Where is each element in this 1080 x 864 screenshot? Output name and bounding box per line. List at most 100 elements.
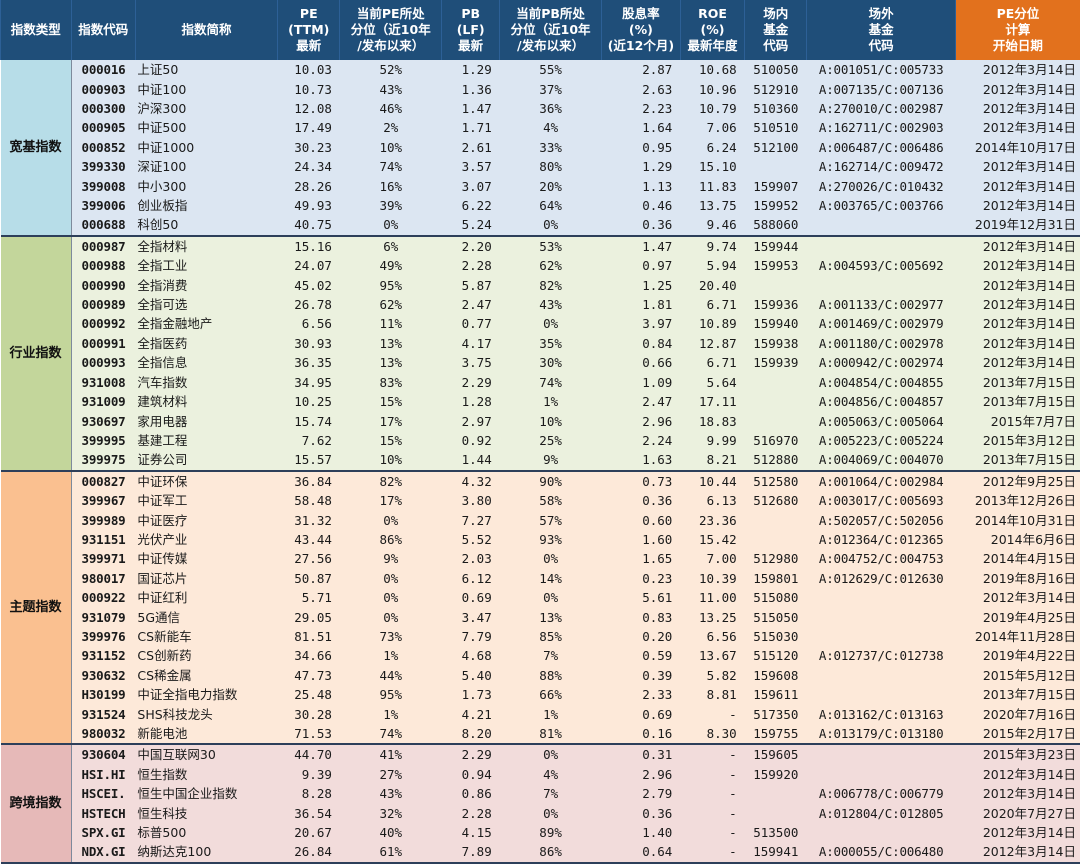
- pe-percentile-cell: 9%: [340, 549, 442, 568]
- pe-start-date-cell: 2013年7月15日: [955, 450, 1080, 470]
- header-index-type[interactable]: 指数类型: [1, 0, 72, 60]
- pe-start-date-cell: 2019年4月25日: [955, 607, 1080, 626]
- pe-start-date-cell: 2012年3月14日: [955, 236, 1080, 256]
- roe-cell: 10.44: [680, 471, 744, 491]
- pe-start-date-cell: 2012年3月14日: [955, 353, 1080, 372]
- pe-start-date-cell: 2014年10月31日: [955, 510, 1080, 529]
- pb-percentile-cell: 89%: [500, 823, 602, 842]
- pe-percentile-cell: 6%: [340, 236, 442, 256]
- pb-lf-cell: 4.32: [442, 471, 500, 491]
- dividend-yield-cell: 2.63: [601, 79, 680, 98]
- otc-fund-cell: A:013179/C:013180: [807, 724, 955, 744]
- index-code-cell: 000987: [71, 236, 135, 256]
- index-code-cell: 000016: [71, 60, 135, 79]
- onexchange-fund-cell: 510510: [745, 118, 807, 137]
- pb-lf-cell: 3.07: [442, 176, 500, 195]
- header-pb-percentile[interactable]: 当前PB所处 分位（近10年 /发布以来）: [500, 0, 602, 60]
- header-onexchange-fund-code[interactable]: 场内 基金 代码: [745, 0, 807, 60]
- header-pe-percentile[interactable]: 当前PE所处 分位（近10年 /发布以来）: [340, 0, 442, 60]
- index-name-cell: 5G通信: [135, 607, 277, 626]
- group-label: 主题指数: [1, 471, 72, 745]
- header-index-name[interactable]: 指数简称: [135, 0, 277, 60]
- roe-cell: 23.36: [680, 510, 744, 529]
- pe-start-date-cell: 2015年3月12日: [955, 431, 1080, 450]
- otc-fund-cell: [807, 215, 955, 235]
- onexchange-fund-cell: 515080: [745, 588, 807, 607]
- header-pe-start-date[interactable]: PE分位 计算 开始日期: [955, 0, 1080, 60]
- roe-cell: -: [680, 803, 744, 822]
- index-name-cell: 深证100: [135, 157, 277, 176]
- index-code-cell: SPX.GI: [71, 823, 135, 842]
- header-index-code[interactable]: 指数代码: [71, 0, 135, 60]
- pb-lf-cell: 4.15: [442, 823, 500, 842]
- header-otc-fund-code[interactable]: 场外 基金 代码: [807, 0, 955, 60]
- pb-percentile-cell: 30%: [500, 353, 602, 372]
- header-dividend-yield[interactable]: 股息率 (%) (近12个月): [601, 0, 680, 60]
- pe-start-date-cell: 2012年3月14日: [955, 99, 1080, 118]
- dividend-yield-cell: 0.84: [601, 334, 680, 353]
- pb-lf-cell: 0.69: [442, 588, 500, 607]
- index-code-cell: 399971: [71, 549, 135, 568]
- index-name-cell: 证券公司: [135, 450, 277, 470]
- header-pe-ttm[interactable]: PE (TTM) 最新: [278, 0, 340, 60]
- index-name-cell: 全指医药: [135, 334, 277, 353]
- pb-lf-cell: 6.12: [442, 569, 500, 588]
- onexchange-fund-cell: 159605: [745, 744, 807, 764]
- index-name-cell: SHS科技龙头: [135, 704, 277, 723]
- otc-fund-cell: A:270010/C:002987: [807, 99, 955, 118]
- pe-ttm-cell: 40.75: [278, 215, 340, 235]
- header-roe[interactable]: ROE (%) 最新年度: [680, 0, 744, 60]
- pe-start-date-cell: 2019年4月22日: [955, 646, 1080, 665]
- pb-percentile-cell: 81%: [500, 724, 602, 744]
- pe-percentile-cell: 83%: [340, 373, 442, 392]
- otc-fund-cell: [807, 588, 955, 607]
- pb-lf-cell: 3.47: [442, 607, 500, 626]
- header-pb-lf[interactable]: PB (LF) 最新: [442, 0, 500, 60]
- index-code-cell: HSTECH: [71, 803, 135, 822]
- index-name-cell: 基建工程: [135, 431, 277, 450]
- pe-start-date-cell: 2020年7月16日: [955, 704, 1080, 723]
- dividend-yield-cell: 0.39: [601, 666, 680, 685]
